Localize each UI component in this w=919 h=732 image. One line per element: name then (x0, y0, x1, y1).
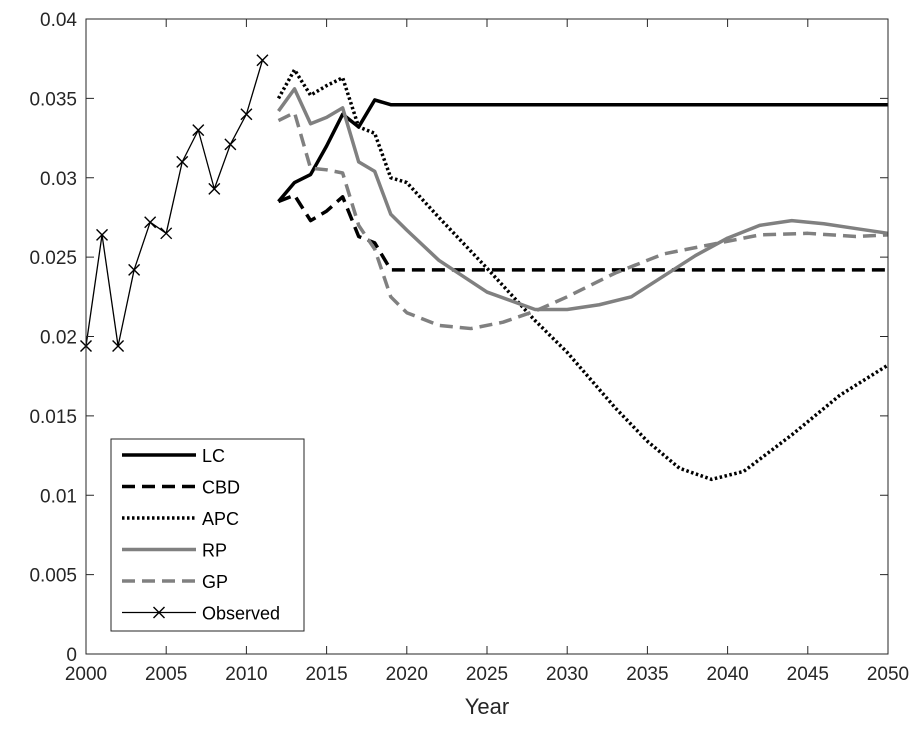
x-tick-label: 2025 (466, 664, 508, 685)
legend: LC CBD APC RP GP Observed (110, 438, 305, 632)
x-tick-label: 2020 (386, 664, 428, 685)
legend-label-observed: Observed (202, 604, 280, 624)
series-line-observed (85, 60, 264, 347)
x-tick-label: 2015 (305, 664, 347, 685)
plot-area (80, 54, 889, 482)
x-tick-label: 2000 (65, 664, 107, 685)
series-line-cbd (277, 193, 888, 272)
data-point-observed (256, 54, 269, 67)
x-tick-label: 2005 (145, 664, 187, 685)
series-line-apc (276, 68, 889, 482)
x-tick-label: 2045 (787, 664, 829, 685)
y-tick-label: 0.03 (40, 169, 77, 190)
data-point-observed (128, 263, 141, 276)
y-tick-label: 0.005 (29, 566, 77, 587)
data-point-observed (160, 227, 173, 240)
x-tick-label: 2050 (867, 664, 909, 685)
legend-marker-observed (153, 606, 165, 619)
x-tick-label: 2040 (706, 664, 748, 685)
axes: 2000 2005 2010 2015 2020 2025 2030 2035 2040 2045… (29, 10, 909, 719)
series-line-lc (277, 98, 888, 203)
y-tick-label: 0.025 (29, 248, 77, 269)
x-tick-label: 2030 (546, 664, 588, 685)
legend-label-apc: APC (202, 509, 239, 529)
data-point-observed (176, 155, 189, 168)
data-point-observed (112, 340, 125, 353)
y-tick-label: 0.04 (40, 10, 77, 31)
data-point-observed (96, 228, 109, 241)
legend-label-lc: LC (202, 446, 225, 466)
series-line-gp (277, 110, 889, 331)
x-axis-title: Year (465, 694, 509, 719)
data-point-observed (192, 124, 205, 137)
series-line-rp (277, 87, 889, 312)
data-point-observed (144, 216, 157, 229)
y-tick-label: 0.01 (40, 486, 77, 507)
data-point-observed (240, 108, 253, 121)
data-point-observed (224, 138, 237, 151)
y-tick-label: 0.02 (40, 328, 77, 349)
x-tick-label: 2035 (626, 664, 668, 685)
x-tick-label: 2010 (225, 664, 267, 685)
y-tick-label: 0 (66, 645, 77, 666)
legend-label-gp: GP (202, 572, 228, 592)
legend-box (110, 438, 305, 632)
legend-label-cbd: CBD (202, 478, 240, 498)
y-tick-label: 0.035 (29, 89, 77, 110)
data-point-observed (208, 182, 221, 195)
legend-label-rp: RP (202, 541, 227, 561)
y-tick-label: 0.015 (29, 407, 77, 428)
